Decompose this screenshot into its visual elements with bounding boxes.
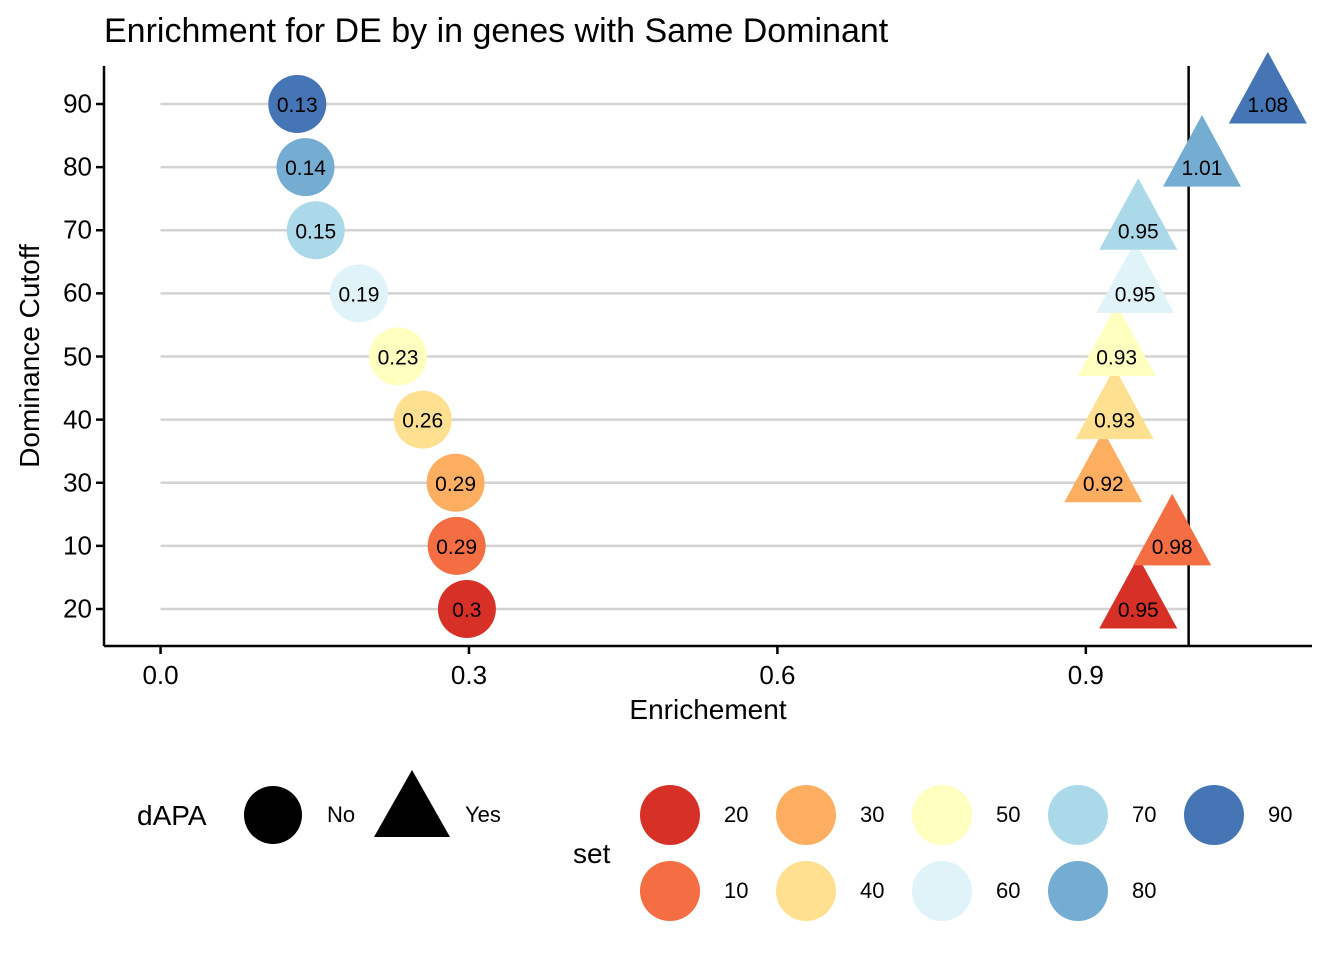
point-circle-70 [286,201,345,260]
y-tick-label: 70 [63,214,92,245]
point-circle-60 [329,264,388,323]
legend-label-set-60: 60 [996,878,1021,903]
legend-label-set-20: 20 [724,802,749,827]
legend-key-set-80 [1048,861,1108,921]
legend-label-set-80: 80 [1132,878,1157,903]
legend-title-dapa: dAPA [137,800,207,831]
point-label: 1.08 [1247,94,1288,117]
point-triangle-70 [1099,178,1178,250]
y-tick-label: 20 [63,593,92,624]
y-tick-label: 40 [63,404,92,435]
legend-label-set-70: 70 [1132,802,1157,827]
point-triangle-60 [1096,241,1175,313]
point-triangle-30 [1064,430,1143,503]
point-label: 0.93 [1096,347,1137,370]
point-label: 0.95 [1118,220,1159,243]
x-axis-label: Enrichement [629,694,787,725]
point-label: 0.92 [1083,473,1124,496]
point-triangle-90 [1228,51,1307,124]
legend-title-set: set [573,838,611,869]
legend-label-no: No [327,802,356,827]
legend-label-yes: Yes [465,802,501,827]
point-label: 0.29 [436,536,477,559]
x-tick-label: 0.6 [759,660,796,690]
legend-label-set-10: 10 [724,878,749,903]
point-label: 0.3 [452,599,481,622]
y-tick-label: 60 [63,277,92,308]
point-triangle-40 [1075,367,1154,440]
legend-key-triangle [374,770,450,837]
legend-key-set-30 [776,785,836,845]
legend-key-set-40 [776,861,836,921]
point-circle-90 [268,75,327,133]
y-tick-label: 90 [63,88,92,119]
point-circle-20 [437,580,496,638]
point-triangle-50 [1077,304,1156,376]
point-label: 0.95 [1115,283,1156,306]
legend-marks [244,770,1244,921]
y-tick-label: 30 [63,467,92,498]
legend-key-set-20 [640,785,700,845]
point-circle-50 [369,327,428,386]
y-tick-label: 50 [63,341,92,371]
point-circle-10 [427,516,486,575]
x-tick-label: 0.9 [1067,660,1104,690]
y-axis-label: Dominance Cutoff [14,244,45,468]
point-triangle-10 [1133,493,1212,566]
x-tick-label: 0.0 [142,660,179,690]
legend-key-set-90 [1184,785,1244,845]
legend-label-set-40: 40 [860,878,885,903]
legend-key-set-60 [912,861,972,921]
point-circle-40 [393,390,452,449]
axes [96,66,1312,654]
y-tick-label: 80 [63,151,92,182]
point-label: 0.23 [378,347,419,370]
point-triangle-80 [1162,115,1241,187]
legend-key-set-70 [1048,785,1108,845]
legend-key-set-10 [640,861,700,921]
point-label: 0.14 [285,157,326,180]
x-tick-label: 0.3 [450,660,488,690]
chart-title: Enrichment for DE by in genes with Same … [104,12,889,50]
point-label: 0.98 [1152,536,1193,559]
data-marks: 0.3 0.29 0.29 0.26 0.23 0.19 0.15 0.14 0.13 0.95 0… [268,51,1307,638]
y-tick-label: 10 [63,530,92,561]
point-label: 0.15 [295,220,336,243]
point-circle-80 [276,138,335,197]
point-label: 0.26 [402,410,443,433]
point-triangle-20 [1099,556,1178,629]
legend-label-set-90: 90 [1268,802,1293,827]
point-label: 0.19 [339,283,380,306]
point-label: 1.01 [1182,157,1223,180]
legend-key-circle [244,786,302,844]
legend-key-set-50 [912,785,972,845]
point-circle-30 [426,453,485,512]
point-label: 0.93 [1094,410,1135,433]
legend-label-set-30: 30 [860,802,885,827]
point-label: 0.13 [277,94,318,117]
point-label: 0.29 [435,473,476,496]
legend-label-set-50: 50 [996,802,1021,827]
point-label: 0.95 [1118,599,1159,622]
